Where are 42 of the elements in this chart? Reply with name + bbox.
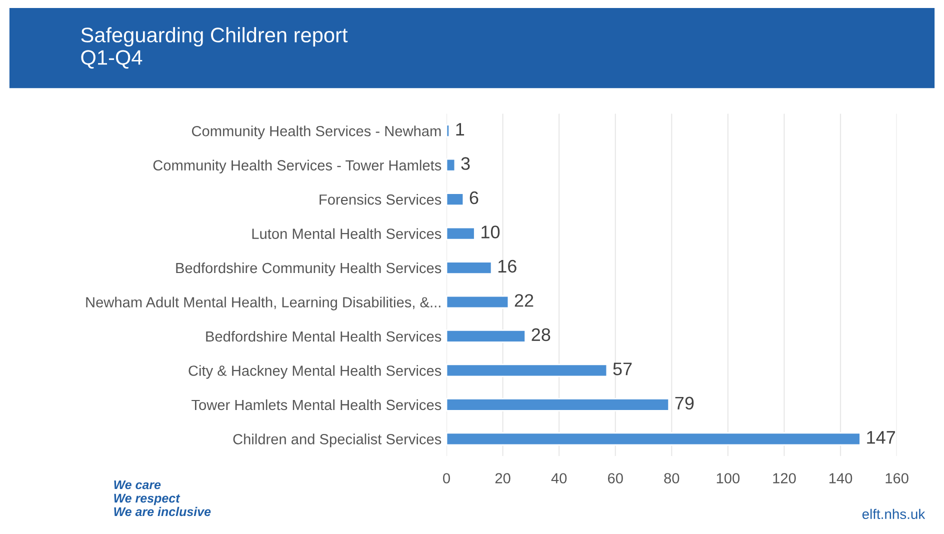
x-tick-label: 20 <box>495 473 510 484</box>
bar <box>446 226 476 240</box>
data-label: 57 <box>613 362 632 376</box>
bar <box>446 192 464 206</box>
bar <box>446 295 510 309</box>
x-tick-label: 60 <box>608 473 623 484</box>
x-tick-label: 160 <box>886 473 908 484</box>
y-tick-label: Forensics Services <box>320 194 442 205</box>
data-label: 22 <box>514 294 534 307</box>
y-tick-label: Bedfordshire Mental Health Services <box>206 330 442 342</box>
bar <box>446 398 670 412</box>
bar <box>446 158 456 172</box>
y-tick-label: Community Health Services - Tower Hamlets <box>153 160 442 174</box>
data-label: 28 <box>532 328 550 342</box>
text: elft.nhs.uk <box>862 508 926 520</box>
data-label: 16 <box>498 260 516 273</box>
x-tick-label: 80 <box>664 473 680 484</box>
text: Safeguarding Children report Q1-Q4 <box>81 27 348 69</box>
bar <box>446 432 861 446</box>
data-label: 1 <box>456 123 464 136</box>
data-label: 3 <box>461 157 470 170</box>
text: We care We respect We are inclusive <box>114 480 211 516</box>
data-label: 147 <box>867 431 895 444</box>
bar <box>446 364 608 378</box>
x-tick-label: 140 <box>829 473 852 484</box>
y-tick-label: Children and Specialist Services <box>233 434 442 448</box>
y-tick-label: Newham Adult Mental Health, Learning Disabilities, &... <box>86 296 440 310</box>
x-tick-label: 40 <box>551 473 567 484</box>
x-tick-label: 100 <box>716 473 740 484</box>
x-tick-label: 0 <box>443 473 450 484</box>
y-tick-label: Luton Mental Health Services <box>252 228 442 239</box>
y-tick-label: Community Health Services - Newham <box>192 126 441 140</box>
bar <box>446 330 526 343</box>
y-tick-label: Bedfordshire Community Health Services <box>176 262 442 276</box>
data-label: 79 <box>675 396 694 410</box>
y-tick-label: City & Hackney Mental Health Services <box>188 365 442 379</box>
x-tick-label: 120 <box>773 473 796 484</box>
data-label: 6 <box>470 191 478 204</box>
bar <box>446 261 492 274</box>
bar <box>446 124 450 138</box>
y-tick-label: Tower Hamlets Mental Health Services <box>192 399 442 410</box>
data-label: 10 <box>482 226 500 238</box>
